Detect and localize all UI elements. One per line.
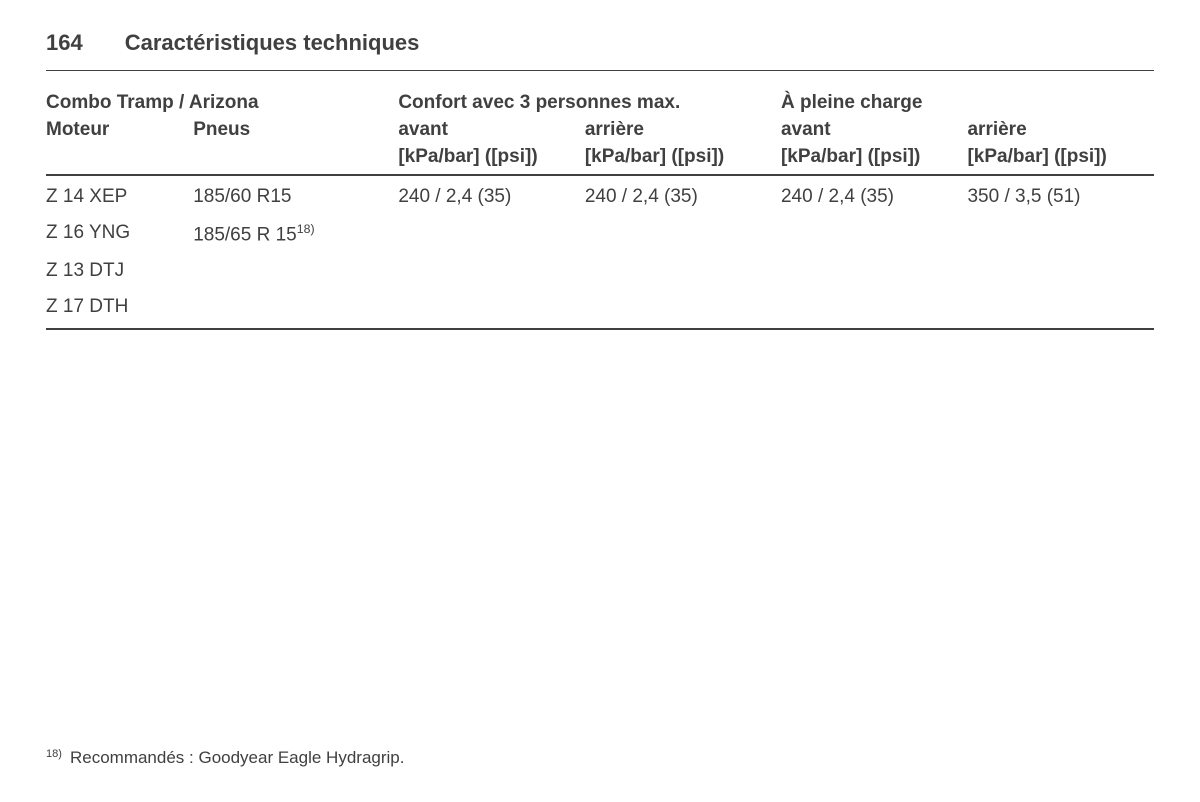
unit-1: [kPa/bar] ([psi]) [398, 143, 585, 175]
tires-footnote-ref: 18) [297, 222, 315, 236]
cell-motor: Z 13 DTJ [46, 253, 193, 289]
cell-value [398, 253, 585, 289]
cell-motor: Z 14 XEP [46, 175, 193, 215]
cond1-label: Confort avec 3 personnes max. [398, 89, 771, 116]
cell-value: 240 / 2,4 (35) [585, 175, 772, 215]
cell-value: 240 / 2,4 (35) [398, 175, 585, 215]
cell-value [585, 289, 772, 329]
table-row: Z 13 DTJ [46, 253, 1154, 289]
cell-spacer [771, 253, 781, 289]
cell-tires: 185/60 R15 [193, 175, 398, 215]
footnote-ref: 18) [46, 748, 62, 760]
cell-value [781, 215, 968, 253]
group-label: Combo Tramp / Arizona [46, 89, 398, 116]
table-row: Z 16 YNG185/65 R 1518) [46, 215, 1154, 253]
cell-value [585, 253, 772, 289]
cell-value: 350 / 3,5 (51) [967, 175, 1154, 215]
cond2-label: À pleine charge [781, 89, 1154, 116]
unit-2: [kPa/bar] ([psi]) [585, 143, 772, 175]
cell-value [967, 253, 1154, 289]
cell-value: 240 / 2,4 (35) [781, 175, 968, 215]
col-rear-1: arrière [585, 116, 772, 143]
cell-value [398, 289, 585, 329]
cell-value [781, 253, 968, 289]
unit-3: [kPa/bar] ([psi]) [781, 143, 968, 175]
cell-value [967, 215, 1154, 253]
unit-4: [kPa/bar] ([psi]) [967, 143, 1154, 175]
cell-value [967, 289, 1154, 329]
cell-value [585, 215, 772, 253]
footnote: 18) Recommandés : Goodyear Eagle Hydragri… [46, 746, 404, 770]
table-row: Z 17 DTH [46, 289, 1154, 329]
col-front-2: avant [781, 116, 968, 143]
col-front-1: avant [398, 116, 585, 143]
cell-spacer [771, 175, 781, 215]
cell-value [398, 215, 585, 253]
table-body: Z 14 XEP185/60 R15240 / 2,4 (35)240 / 2,… [46, 175, 1154, 329]
cell-tires [193, 253, 398, 289]
col-tires: Pneus [193, 116, 398, 143]
col-rear-2: arrière [967, 116, 1154, 143]
cell-tires: 185/65 R 1518) [193, 215, 398, 253]
cell-motor: Z 16 YNG [46, 215, 193, 253]
cell-spacer [771, 289, 781, 329]
page-number: 164 [46, 30, 83, 56]
cell-tires [193, 289, 398, 329]
table-row: Z 14 XEP185/60 R15240 / 2,4 (35)240 / 2,… [46, 175, 1154, 215]
chapter-title: Caractéristiques techniques [125, 30, 420, 56]
cell-motor: Z 17 DTH [46, 289, 193, 329]
footnote-text: Recommandés : Goodyear Eagle Hydragrip. [70, 748, 405, 767]
spec-table: Combo Tramp / Arizona Confort avec 3 per… [46, 89, 1154, 330]
cell-value [781, 289, 968, 329]
col-motor: Moteur [46, 116, 193, 143]
cell-spacer [771, 215, 781, 253]
page-header: 164 Caractéristiques techniques [46, 30, 1154, 71]
